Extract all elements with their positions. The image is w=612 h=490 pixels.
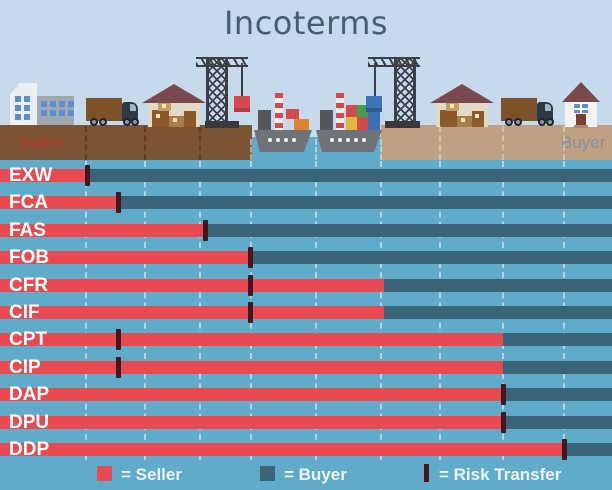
risk-transfer-marker	[248, 247, 253, 268]
risk-transfer-marker	[562, 439, 567, 460]
truck-icon	[501, 96, 554, 127]
crane-icon	[362, 57, 420, 128]
buyer-bar	[205, 224, 612, 237]
buyer-bar	[250, 251, 612, 264]
legend-buyer-label: = Buyer	[284, 465, 347, 484]
incoterm-label: FCA	[9, 192, 49, 213]
risk-transfer-marker	[116, 329, 121, 350]
risk-transfer-marker	[501, 384, 506, 405]
incoterm-label: DPU	[9, 412, 50, 433]
seller-bar	[0, 306, 384, 319]
cargo-ship-icon	[254, 93, 312, 152]
dock-dash	[144, 126, 146, 160]
factory-icon	[10, 83, 37, 125]
house-icon	[562, 82, 600, 128]
buyer-bar	[118, 196, 612, 209]
seller-bar	[0, 169, 87, 182]
buyer-bar	[384, 306, 612, 319]
dock-dash	[199, 126, 201, 160]
dock-dash	[250, 139, 252, 160]
chart-background	[0, 160, 612, 490]
risk-transfer-marker	[116, 192, 121, 213]
seller-bar	[0, 196, 118, 209]
buyer-bar	[503, 333, 612, 346]
seller-bar	[0, 224, 205, 237]
truck-icon	[86, 96, 139, 127]
risk-transfer-marker	[248, 275, 253, 296]
seller-bar	[0, 443, 564, 456]
risk-transfer-marker	[203, 220, 208, 241]
incoterm-label: CIF	[9, 302, 40, 323]
dock-dash	[563, 126, 565, 160]
seller-bar	[0, 361, 503, 374]
warehouse-icon	[142, 84, 206, 127]
buyer-bar	[503, 416, 612, 429]
legend-risk-label: = Risk Transfer	[439, 465, 562, 484]
office-building-icon	[37, 96, 74, 125]
risk-transfer-marker	[248, 302, 253, 323]
buyer-bar	[384, 279, 612, 292]
incoterm-label: DAP	[9, 384, 50, 405]
seller-bar	[0, 279, 384, 292]
warehouse-icon	[430, 84, 494, 127]
buyer-bar	[87, 169, 612, 182]
crane-icon	[196, 57, 254, 128]
seller-dock	[0, 125, 252, 160]
seller-bar	[0, 388, 503, 401]
risk-transfer-marker	[85, 165, 90, 186]
incoterm-label: CIP	[9, 357, 41, 378]
buyer-bar	[564, 443, 612, 456]
incoterm-label: EXW	[9, 165, 53, 186]
risk-transfer-marker	[116, 357, 121, 378]
dock-dash	[315, 139, 317, 160]
legend-risk-swatch	[424, 464, 429, 482]
legend-buyer-swatch	[260, 466, 275, 481]
seller-bar	[0, 416, 503, 429]
page-title: Incoterms	[223, 4, 389, 42]
buyer-zone-label: Buyer	[561, 133, 606, 152]
incoterm-label: FAS	[9, 220, 46, 241]
incoterm-label: DDP	[9, 439, 50, 460]
legend-seller-swatch	[97, 466, 112, 481]
buyer-bar	[503, 388, 612, 401]
incoterm-label: CPT	[9, 329, 47, 350]
legend-seller-label: = Seller	[121, 465, 182, 484]
dock-dash	[85, 126, 87, 160]
risk-transfer-marker	[501, 412, 506, 433]
seller-bar	[0, 333, 503, 346]
seller-bar	[0, 251, 250, 264]
buyer-bar	[503, 361, 612, 374]
seller-zone-label: Seller	[18, 133, 65, 152]
buyer-dock	[381, 125, 612, 160]
dock-dash	[502, 126, 504, 160]
incoterm-label: CFR	[9, 275, 49, 296]
incoterm-label: FOB	[9, 247, 50, 268]
dock-dash	[439, 126, 441, 160]
dock-dash	[380, 139, 382, 160]
